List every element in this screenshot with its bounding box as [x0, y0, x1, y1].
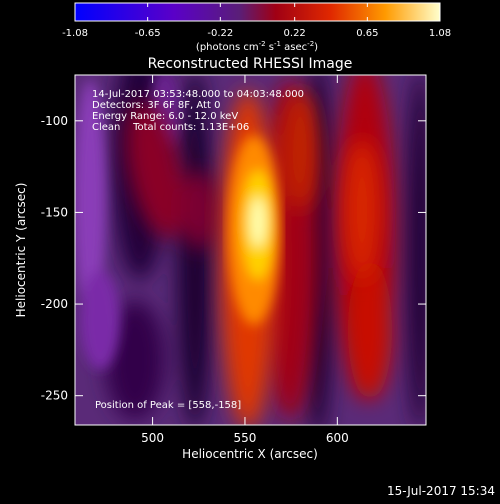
x-tick-label: 600 [326, 431, 349, 445]
colorbar-tick-label: 1.08 [429, 28, 451, 39]
y-tick-label: -150 [41, 205, 68, 219]
x-axis-label: Heliocentric X (arcsec) [182, 447, 318, 461]
x-tick-label: 550 [234, 431, 257, 445]
y-tick-label: -100 [41, 114, 68, 128]
colorbar-frame [74, 2, 441, 22]
x-tick-label: 500 [141, 431, 164, 445]
colorbar-tick-label: -0.65 [135, 28, 161, 39]
y-axis-ticks: -100 -150 -200 -250 [41, 114, 426, 403]
colorbar: -1.08 -0.65 -0.22 0.22 0.65 1.08 (photons cm-… [62, 2, 451, 53]
annotation-peak-position: Position of Peak = [558,-158] [95, 400, 241, 411]
colorbar-tick-label: 0.22 [284, 28, 306, 39]
y-axis-label: Heliocentric Y (arcsec) [14, 183, 28, 318]
footer-timestamp: 15-Jul-2017 15:34 [387, 484, 495, 498]
y-tick-label: -250 [41, 389, 68, 403]
annotation-block: 14-Jul-2017 03:53:48.000 to 04:03:48.000… [92, 89, 304, 133]
colorbar-gradient [75, 3, 440, 21]
colorbar-ticks: -1.08 -0.65 -0.22 0.22 0.65 1.08 [62, 3, 451, 39]
annotation-time-range: 14-Jul-2017 03:53:48.000 to 04:03:48.000 [92, 89, 304, 100]
annotation-energy-range: Energy Range: 6.0 - 12.0 keV [92, 111, 238, 122]
rhessi-image [75, 75, 426, 425]
colorbar-tick-label: -1.08 [62, 28, 88, 39]
plot-title: Reconstructed RHESSI Image [148, 56, 353, 72]
annotation-detectors: Detectors: 3F 6F 8F, Att 0 [92, 100, 220, 111]
colorbar-tick-label: -0.22 [207, 28, 233, 39]
plot-frame [74, 74, 427, 426]
colorbar-tick-label: 0.65 [356, 28, 378, 39]
x-axis-ticks: 500 550 600 [141, 75, 349, 445]
colorbar-units: (photons cm-2 s-1 asec-2) [196, 40, 318, 53]
annotation-clean-counts: Clean Total counts: 1.13E+06 [92, 122, 249, 133]
y-tick-label: -200 [41, 297, 68, 311]
